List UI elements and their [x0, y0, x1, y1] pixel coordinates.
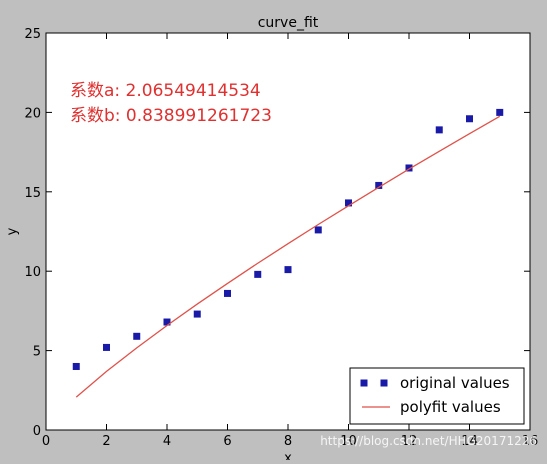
y-tick-label: 25: [24, 27, 41, 42]
x-tick-label: 6: [223, 434, 231, 449]
data-point: [103, 343, 110, 351]
data-point: [284, 266, 292, 274]
y-axis-ticks: 0 5 10 15 20 25: [24, 27, 530, 439]
legend-box: [349, 367, 525, 425]
y-tick-label: 5: [33, 345, 41, 360]
legend-marker-swatch: [360, 379, 368, 387]
data-point: [133, 332, 141, 340]
data-point: [314, 226, 322, 234]
y-tick-label: 15: [24, 186, 41, 201]
y-tick-label: 20: [24, 106, 41, 121]
legend-label: polyfit values: [400, 398, 501, 416]
y-tick-label: 10: [24, 265, 41, 280]
data-point: [224, 289, 231, 297]
coefficient-annotations: 系数a: 2.06549414534 系数b: 0.838991261723: [70, 81, 272, 126]
polyfit-line: [75, 115, 501, 398]
series-layer: [72, 108, 504, 398]
x-tick-label: 12: [401, 434, 418, 449]
x-tick-label: 10: [340, 434, 357, 449]
data-point: [163, 318, 171, 326]
data-point: [254, 270, 262, 278]
plot-area: [45, 32, 531, 431]
x-tick-label: 16: [522, 434, 539, 449]
data-point: [72, 362, 80, 370]
legend-marker-swatch: [380, 379, 388, 387]
data-point: [466, 115, 473, 123]
data-point: [435, 126, 443, 134]
data-point: [375, 181, 383, 189]
coefficient-annotation: 系数a: 2.06549414534: [70, 81, 261, 101]
coefficient-annotation: 系数b: 0.838991261723: [70, 106, 272, 126]
y-axis-label: y: [5, 227, 20, 235]
x-tick-label: 4: [163, 434, 171, 449]
x-tick-label: 8: [284, 434, 292, 449]
watermark: https://blog.csdn.net/HHG20171226: [320, 434, 537, 448]
x-tick-label: 0: [42, 434, 50, 449]
data-point: [496, 108, 504, 116]
chart-title: curve_fit: [258, 15, 319, 31]
legend-label: original values: [400, 374, 510, 392]
y-tick-label: 0: [33, 424, 41, 439]
x-tick-label: 2: [102, 434, 110, 449]
data-point: [193, 310, 201, 318]
x-tick-label: 14: [461, 434, 478, 449]
legend: original values polyfit values: [349, 367, 525, 425]
y-axis-label-group: y: [5, 227, 20, 235]
data-point: [345, 199, 352, 207]
x-axis-ticks: 0 2 4 6 8 10 12 14 16: [42, 33, 538, 449]
x-axis-label: x: [284, 451, 292, 460]
data-point: [405, 164, 413, 172]
